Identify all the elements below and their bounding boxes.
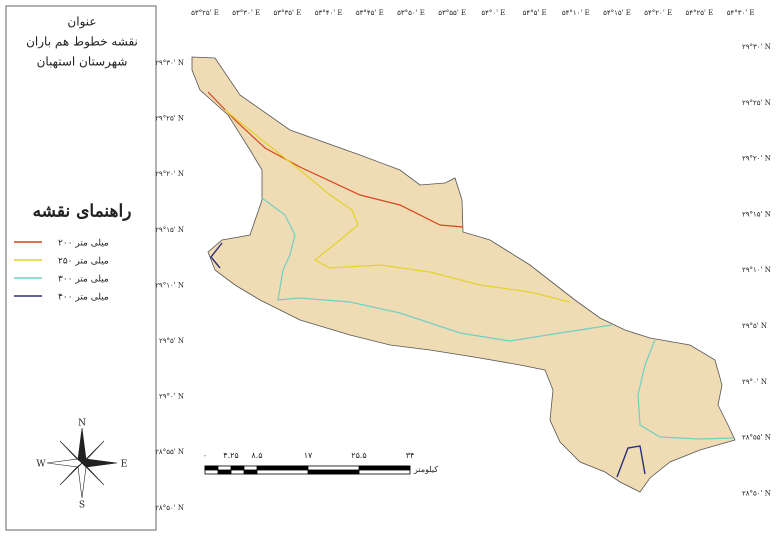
longitude-label: ۵۴°۳۰' E: [727, 9, 755, 17]
latitude-label: ۲۹°۰' N: [159, 393, 184, 401]
isohyet-400: [616, 445, 646, 478]
latitude-label: ۲۹°۲۰' N: [155, 170, 184, 178]
legend-label: میلی متر ۳۰۰: [58, 275, 109, 285]
scale-label: ۸.۵: [251, 451, 262, 460]
district-area: [191, 56, 736, 493]
legend-label: میلی متر ۲۰۰: [58, 239, 109, 249]
latitude-label: ۲۹°۲۵' N: [155, 115, 184, 123]
legend-title: راهنمای نقشه: [33, 202, 132, 222]
map-title: نقشه خطوط هم باران: [26, 35, 138, 49]
longitude-label: ۵۴°۱۵' E: [603, 9, 631, 17]
scale-bar: [204, 465, 411, 475]
isohyet-250: [224, 109, 571, 303]
scale-label: ۱۷: [304, 451, 313, 460]
legend-label: میلی متر ۴۰۰: [58, 293, 109, 303]
latitude-label: ۲۹°۵' N: [159, 337, 184, 345]
longitude-label: ۵۳°۳۰' E: [232, 9, 260, 17]
latitude-label: ۲۸°۵۵' N: [155, 448, 184, 456]
isohyet-300: [261, 197, 613, 342]
compass-n: N: [78, 419, 86, 429]
compass-e: E: [121, 460, 128, 470]
compass-s: S: [79, 501, 85, 511]
latitude-label: ۲۹°۳۰' N: [742, 43, 771, 51]
latitude-label: ۲۸°۵۵' N: [742, 434, 771, 442]
longitude-label: ۵۴°۰' E: [481, 9, 505, 17]
isohyet-200: [207, 91, 464, 228]
scale-label: ۲۵.۵: [351, 451, 366, 460]
latitude-label: ۲۹°۳۰' N: [155, 59, 184, 67]
isohyet-300: [637, 339, 734, 440]
longitude-label: ۵۴°۲۰' E: [644, 9, 672, 17]
latitude-label: ۲۹°۰' N: [742, 378, 767, 386]
longitude-label: ۵۳°۵۵' E: [438, 9, 466, 17]
longitude-label: ۵۴°۵' E: [523, 9, 547, 17]
scale-label: ۴.۲۵: [223, 451, 238, 460]
map-title: شهرستان استهبان: [37, 55, 128, 69]
longitude-label: ۵۳°۳۵' E: [273, 9, 301, 17]
latitude-label: ۲۹°۵' N: [742, 322, 767, 330]
panel-heading: عنوان: [67, 15, 96, 29]
latitude-label: ۲۹°۱۵' N: [155, 226, 184, 234]
isohyet-400: [210, 242, 223, 269]
compass: [46, 427, 118, 499]
longitude-label: ۵۴°۲۵' E: [685, 9, 713, 17]
legend-label: میلی متر ۲۵۰: [58, 257, 109, 267]
longitude-label: ۵۴°۱۰' E: [562, 9, 590, 17]
latitude-label: ۲۹°۱۰' N: [742, 266, 771, 274]
latitude-label: ۲۸°۵۰' N: [742, 489, 771, 497]
longitude-label: ۵۳°۵۰' E: [397, 9, 425, 17]
latitude-label: ۲۸°۵۰' N: [155, 504, 184, 512]
longitude-label: ۵۳°۲۵' E: [191, 9, 219, 17]
longitude-label: ۵۳°۴۵' E: [356, 9, 384, 17]
longitude-label: ۵۳°۴۰' E: [315, 9, 343, 17]
scale-label: ۳۴: [406, 451, 415, 460]
latitude-label: ۲۹°۲۵' N: [742, 99, 771, 107]
latitude-label: ۲۹°۲۰' N: [742, 155, 771, 163]
scale-label: ۰: [203, 451, 207, 460]
scale-unit: کیلومتر: [413, 465, 438, 474]
latitude-label: ۲۹°۱۵' N: [742, 210, 771, 218]
latitude-label: ۲۹°۱۰' N: [155, 281, 184, 289]
compass-w: W: [36, 460, 46, 470]
